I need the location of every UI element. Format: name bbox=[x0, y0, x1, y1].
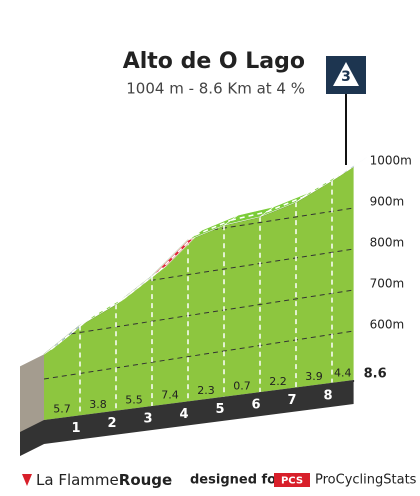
gradient-label: 2.2 bbox=[269, 375, 287, 388]
site: ProCyclingStats bbox=[315, 473, 417, 488]
flamme-icon bbox=[22, 474, 32, 486]
gradient-label: 3.9 bbox=[305, 370, 323, 383]
strip-dash bbox=[302, 174, 340, 198]
x-tick-label: 5 bbox=[215, 402, 224, 417]
y-tick-label: 700m bbox=[370, 277, 405, 291]
gradient-label: 5.5 bbox=[125, 393, 143, 406]
brand-a: La Flamme bbox=[36, 471, 119, 489]
chart-subtitle: 1004 m - 8.6 Km at 4 % bbox=[126, 80, 305, 98]
strip-dash bbox=[50, 319, 88, 350]
chart-title: Alto de O Lago bbox=[123, 49, 305, 74]
grid-line bbox=[44, 289, 354, 339]
designed-for: designed for bbox=[190, 473, 283, 488]
gradient-label: 4.4 bbox=[334, 366, 352, 379]
side-base bbox=[20, 420, 44, 456]
category-label: 3 bbox=[341, 69, 351, 85]
strip-dash bbox=[86, 298, 124, 322]
x-tick-label: 4 bbox=[179, 407, 188, 422]
gradient-label: 2.3 bbox=[197, 384, 215, 397]
x-tick-label: 2 bbox=[107, 416, 116, 431]
pcs-badge bbox=[274, 473, 310, 487]
strip-dash bbox=[266, 196, 304, 213]
brand-b: Rouge bbox=[119, 471, 172, 489]
grid-line bbox=[44, 248, 354, 298]
strip-dash bbox=[230, 211, 268, 221]
y-tick-label: 800m bbox=[370, 236, 405, 250]
strip-dash bbox=[338, 160, 362, 177]
gradient-label: 3.8 bbox=[89, 398, 107, 411]
base-band bbox=[44, 380, 354, 444]
grid-line bbox=[44, 330, 354, 380]
profile-face bbox=[44, 166, 354, 420]
x-tick-label: 1 bbox=[71, 421, 80, 436]
y-tick-label: 900m bbox=[370, 195, 405, 209]
plot: 600m 700m 800m 900m 1000m 5.7 3.8 5.5 7.4 2.3 0.7 2… bbox=[20, 154, 412, 456]
strip-dash bbox=[194, 219, 232, 236]
x-tick-label: 6 bbox=[251, 398, 260, 413]
x-tick-label: 7 bbox=[287, 393, 296, 408]
y-tick-label: 600m bbox=[370, 318, 405, 332]
x-tick-label: 3 bbox=[143, 412, 152, 427]
gradient-label: 0.7 bbox=[233, 379, 251, 392]
gradient-label: 7.4 bbox=[161, 389, 179, 402]
x-tick-label: 8.6 bbox=[364, 367, 387, 382]
strip-dash bbox=[122, 270, 160, 300]
brand: La FlammeRouge bbox=[36, 471, 172, 489]
x-tick-label: 8 bbox=[323, 388, 332, 403]
gradient-label: 5.7 bbox=[53, 403, 71, 416]
pcs-label: PCS bbox=[281, 476, 303, 487]
category-triangle bbox=[333, 62, 359, 86]
y-tick-label: 1000m bbox=[370, 154, 412, 168]
